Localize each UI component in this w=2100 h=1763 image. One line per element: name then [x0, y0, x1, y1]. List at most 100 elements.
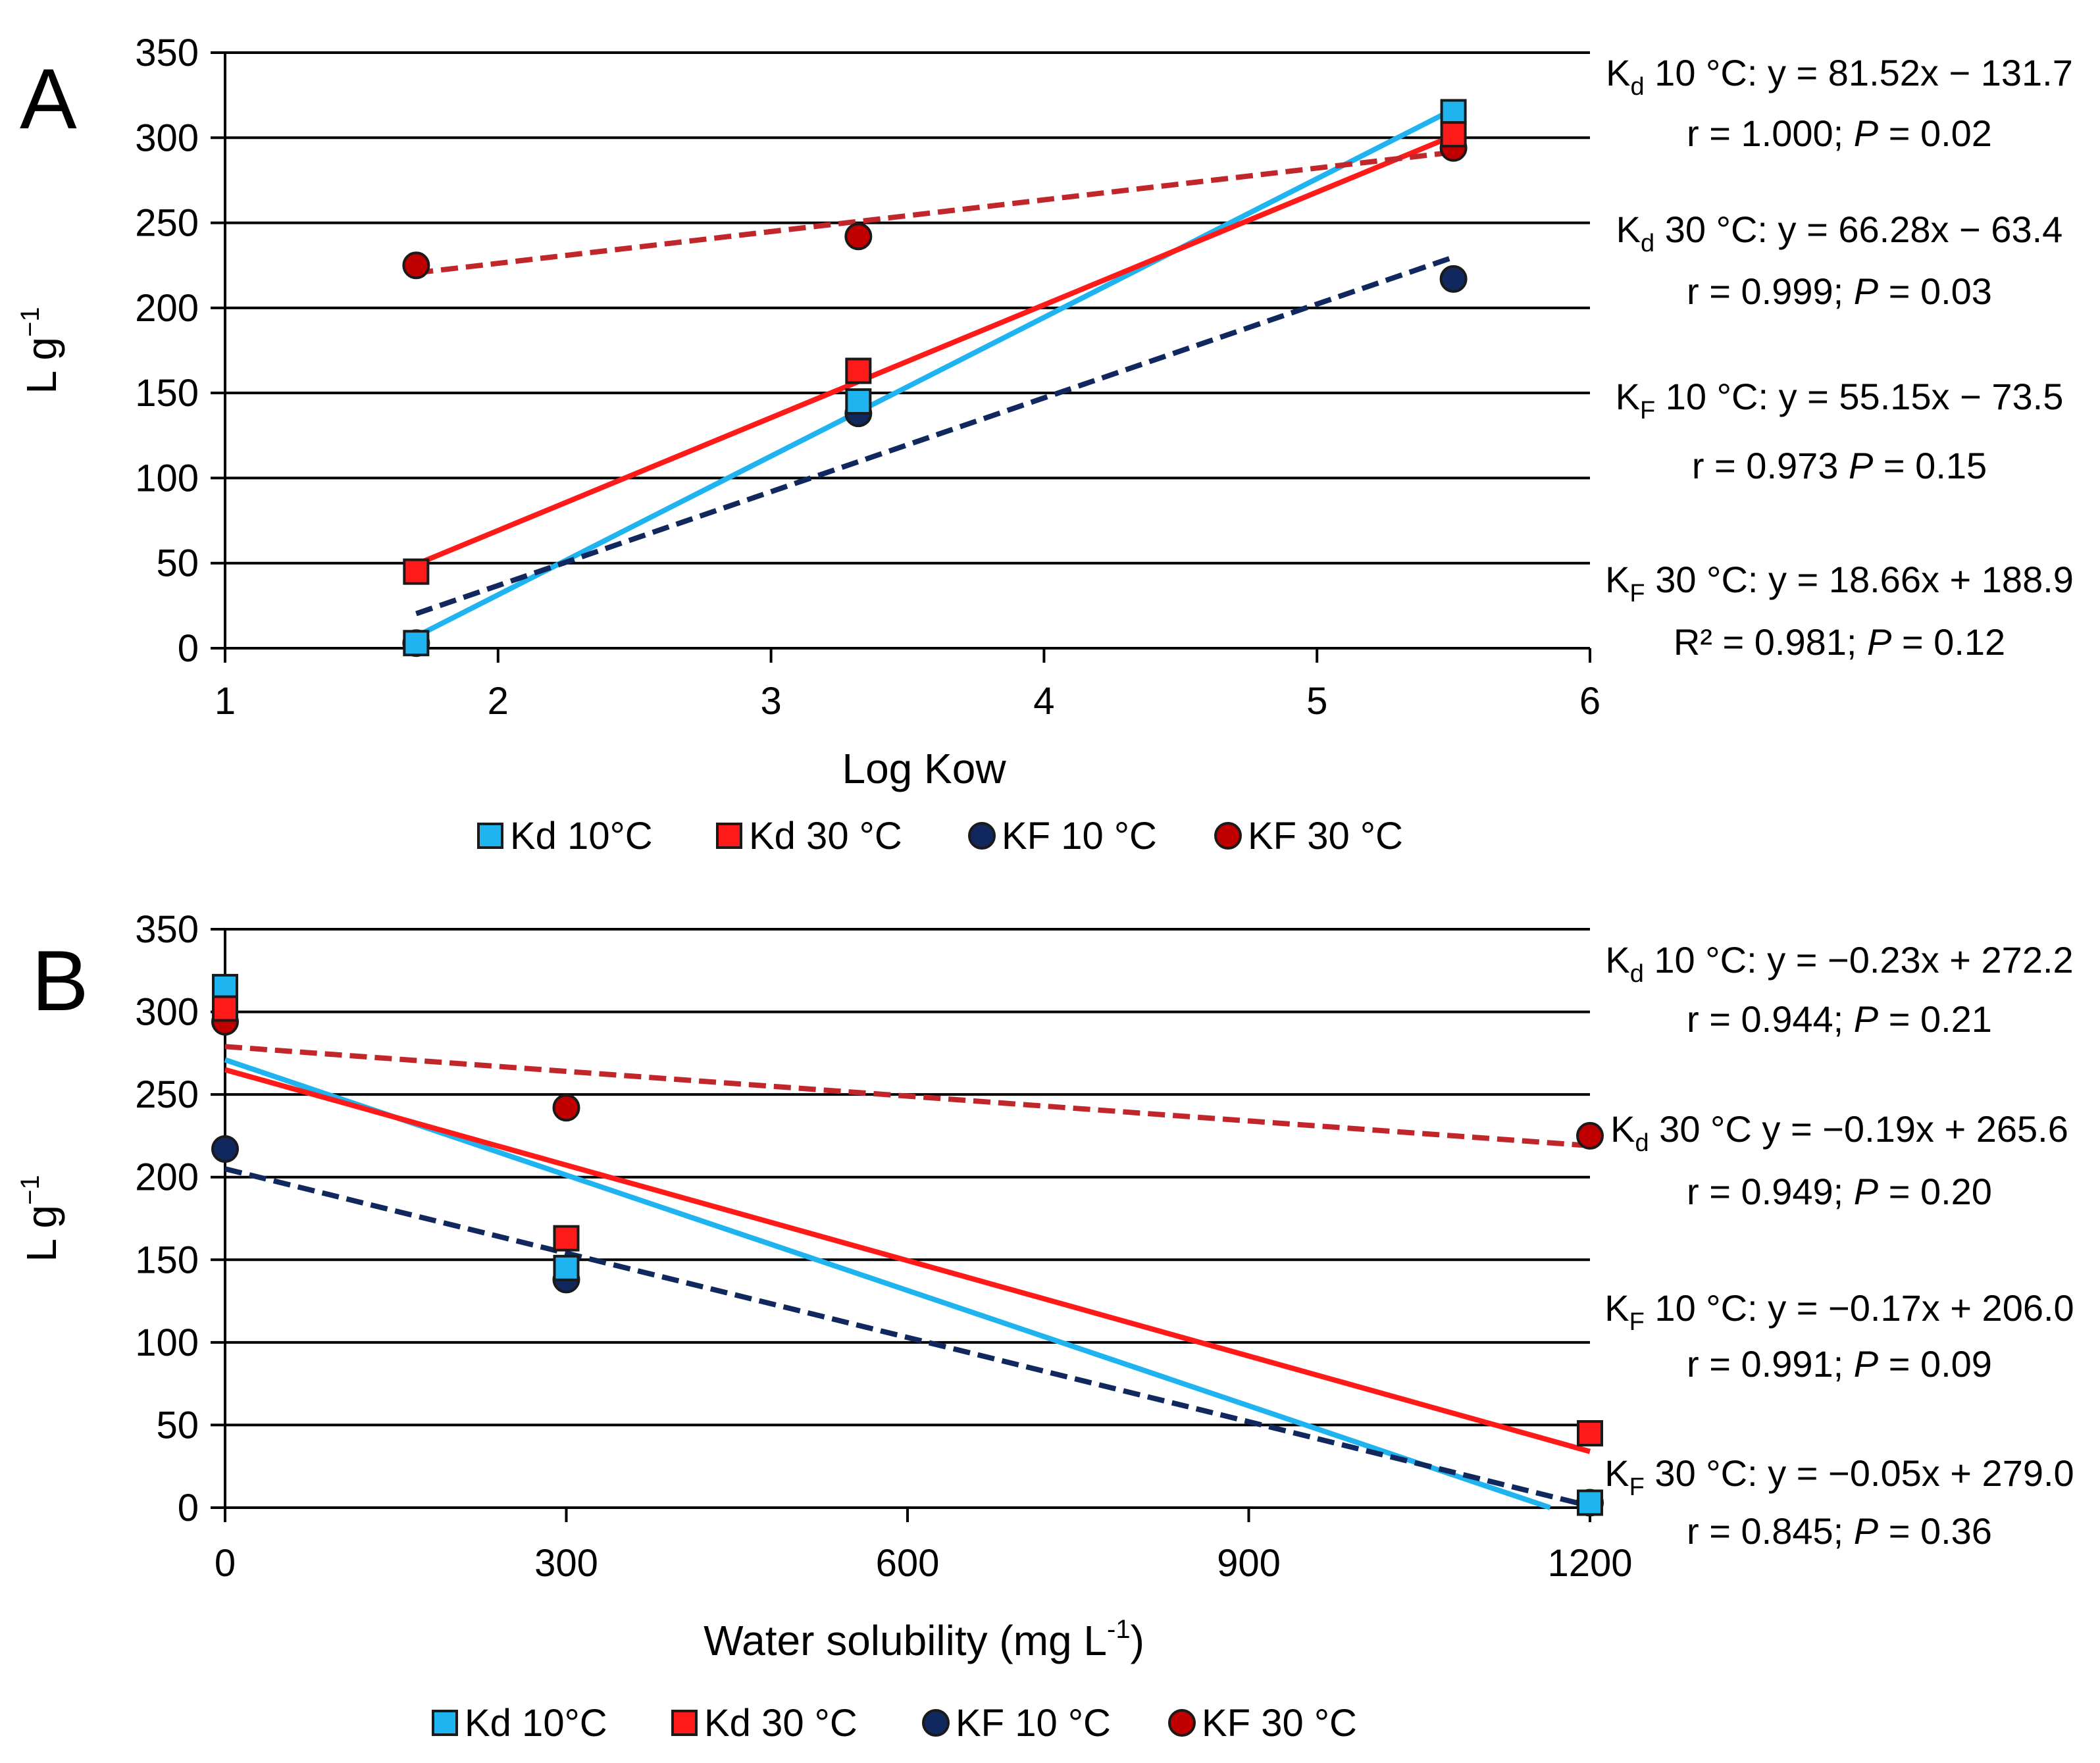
regression-equation: KF 10 °C: y = −0.17x + 206.0 [1604, 1287, 2074, 1336]
trendline-kd10 [415, 107, 1455, 639]
equation-sub: F [1640, 397, 1655, 424]
y-tick-label: 0 [178, 1487, 199, 1529]
y-tick-label: 250 [135, 202, 199, 245]
point-kf10 [211, 1135, 239, 1163]
x-tick-label: 2 [488, 680, 509, 723]
x-tick-label: 5 [1306, 680, 1327, 723]
x-tick-label: 1 [215, 680, 236, 723]
stats-p-value: = 0.09 [1878, 1343, 1992, 1385]
regression-equation: KF 30 °C: y = 18.66x + 188.9 [1605, 559, 2074, 607]
stats-r: r = 1.000; [1687, 113, 1854, 154]
y-axis-title-text: L g [18, 1205, 65, 1262]
y-axis-title: L g−1 [16, 1175, 65, 1262]
chart-panel-a: A 0 50 100 150 200 250 300 350 1 2 3 4 5 6 Log Kow L g−1… [16, 32, 2074, 857]
x-axis-title-text: Log Kow [842, 745, 1006, 792]
legend-marker-kf10 [968, 822, 996, 850]
equation-text: 30 °C: y = 66.28x − 63.4 [1654, 209, 2062, 250]
y-tick-label: 0 [178, 627, 199, 670]
regression-equation: Kd 30 °C: y = 66.28x − 63.4 [1616, 209, 2063, 257]
y-tick-label: 350 [135, 32, 199, 74]
equation-k: K [1616, 209, 1641, 250]
stats-r: r = 0.991; [1687, 1343, 1854, 1385]
trendline-kd30 [415, 133, 1455, 567]
x-tick-label: 0 [215, 1542, 236, 1585]
point-kd30 [1440, 121, 1467, 148]
x-tick-label: 6 [1579, 680, 1601, 723]
trendline-kd10 [224, 1057, 1551, 1510]
legend-label: Kd 10°C [510, 815, 653, 857]
point-kd30 [553, 1225, 580, 1252]
point-kd30 [845, 357, 872, 384]
stats-p-value: = 0.03 [1878, 270, 1992, 312]
regression-equation: Kd 10 °C: y = −0.23x + 272.2 [1605, 939, 2073, 988]
legend-marker-kf10 [922, 1709, 950, 1737]
point-kd30 [403, 558, 430, 585]
equation-sub: d [1630, 960, 1644, 988]
stats-p-symbol: P [1854, 1510, 1878, 1552]
y-axis-title-sup: −1 [16, 1175, 45, 1205]
equation-text: 10 °C: y = 81.52x − 131.7 [1645, 52, 2073, 93]
equation-text: 10 °C: y = 55.15x − 73.5 [1655, 376, 2063, 417]
regression-equation: KF 10 °C: y = 55.15x − 73.5 [1616, 376, 2064, 424]
equation-text: 10 °C: y = −0.23x + 272.2 [1644, 939, 2074, 981]
regression-stats: r = 1.000; P = 0.02 [1687, 113, 1992, 154]
equation-k: K [1605, 939, 1629, 981]
y-tick-label: 100 [135, 457, 199, 499]
y-tick-label: 150 [135, 372, 199, 415]
equation-text: 30 °C: y = 18.66x + 188.9 [1645, 559, 2074, 600]
chart-panel-b: B 0 50 100 150 200 250 300 350 0 300 600 900 1200 Wate… [16, 908, 2074, 1745]
y-tick-label: 350 [135, 908, 199, 951]
stats-r: r = 0.949; [1687, 1171, 1854, 1212]
legend-label: Kd 30 °C [704, 1702, 858, 1745]
stats-p-value: = 0.02 [1878, 113, 1992, 154]
regression-stats: r = 0.999; P = 0.03 [1687, 270, 1992, 312]
equation-text: 30 °C: y = −0.05x + 279.0 [1645, 1452, 2074, 1494]
stats-r: R² = 0.981; [1674, 621, 1867, 663]
legend-label: KF 10 °C [956, 1702, 1111, 1745]
point-kd30 [1577, 1419, 1603, 1446]
panel-label: B [32, 933, 89, 1029]
regression-stats: r = 0.944; P = 0.21 [1687, 998, 1992, 1040]
trendline-kf30 [415, 149, 1454, 276]
stats-r: r = 0.944; [1687, 998, 1854, 1040]
regression-stats: r = 0.973 P = 0.15 [1692, 445, 1987, 486]
equation-k: K [1605, 559, 1629, 600]
point-kf30 [844, 222, 873, 251]
legend-marker-kf30 [1168, 1709, 1196, 1737]
panel-label: A [20, 51, 77, 147]
stats-p-value: = 0.20 [1878, 1171, 1992, 1212]
y-tick-label: 300 [135, 116, 199, 159]
point-kf10 [1439, 265, 1468, 293]
stats-p-value: = 0.15 [1873, 445, 1987, 486]
equation-k: K [1616, 376, 1640, 417]
y-tick-label: 50 [156, 542, 199, 585]
equation-k: K [1604, 1287, 1629, 1329]
point-kd30 [212, 995, 238, 1022]
trendline-kf10 [415, 255, 1454, 617]
point-kd10 [403, 630, 430, 657]
stats-p-symbol: P [1854, 998, 1878, 1040]
legend-marker-kd30 [671, 1710, 698, 1736]
y-tick-label: 300 [135, 991, 199, 1034]
stats-p-symbol: P [1854, 113, 1878, 154]
point-kf30 [552, 1094, 580, 1122]
legend-marker-kd10 [432, 1710, 458, 1736]
equation-sub: d [1630, 73, 1644, 101]
stats-p-value: = 0.36 [1878, 1510, 1992, 1552]
x-tick-label: 1200 [1547, 1542, 1632, 1585]
y-axis-title-sup: −1 [16, 307, 45, 337]
legend-label: KF 30 °C [1248, 815, 1403, 857]
regression-stats: R² = 0.981; P = 0.12 [1674, 621, 2005, 663]
x-axis-title: Water solubility (mg L-1) [704, 1615, 1144, 1664]
trendline-kd30 [224, 1067, 1591, 1454]
point-kd10 [553, 1254, 580, 1281]
stats-p-value: = 0.21 [1878, 998, 1992, 1040]
stats-r: r = 0.845; [1687, 1510, 1854, 1552]
regression-stats: r = 0.991; P = 0.09 [1687, 1343, 1992, 1385]
x-axis-title: Log Kow [842, 745, 1006, 792]
equation-k: K [1606, 52, 1630, 93]
legend-marker-kf30 [1214, 822, 1242, 850]
x-tick-label: 600 [876, 1542, 940, 1585]
legend-label: Kd 30 °C [749, 815, 902, 857]
x-axis-title-sup: -1 [1107, 1615, 1131, 1644]
